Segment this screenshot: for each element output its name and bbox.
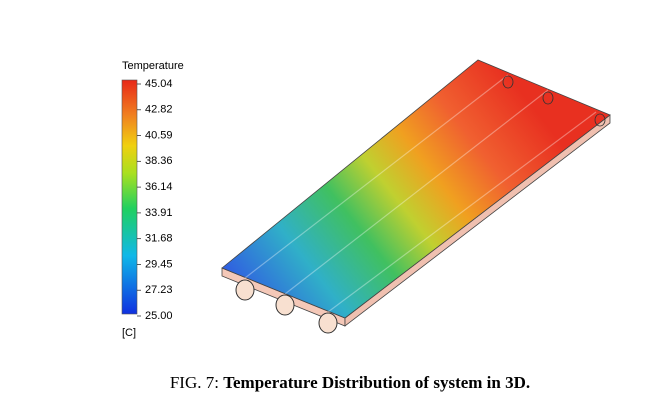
- tick-label: 31.68: [145, 233, 173, 245]
- legend-ticks: 45.04 42.82 40.59 38.36 36.14 33.91 31.68 29.45…: [137, 78, 173, 322]
- tick-label: 36.14: [145, 181, 173, 193]
- tick-label: 27.23: [145, 284, 173, 296]
- tick-label: 33.91: [145, 207, 173, 219]
- color-bar: [121, 79, 138, 315]
- caption-label: FIG. 7:: [170, 373, 219, 392]
- tick-label: 45.04: [145, 78, 173, 90]
- tick-label: 29.45: [145, 258, 173, 270]
- legend-unit: [C]: [122, 327, 136, 339]
- tick-label: 40.59: [145, 129, 173, 141]
- legend-title: Temperature: [122, 60, 184, 72]
- tick-label: 38.36: [145, 155, 173, 167]
- tick-label: 42.82: [145, 104, 173, 116]
- tick-label: 25.00: [145, 310, 173, 322]
- caption-text: Temperature Distribution of system in 3D…: [223, 373, 530, 392]
- caption: FIG. 7: Temperature Distribution of syst…: [170, 373, 530, 392]
- plate-3d: [221, 59, 611, 334]
